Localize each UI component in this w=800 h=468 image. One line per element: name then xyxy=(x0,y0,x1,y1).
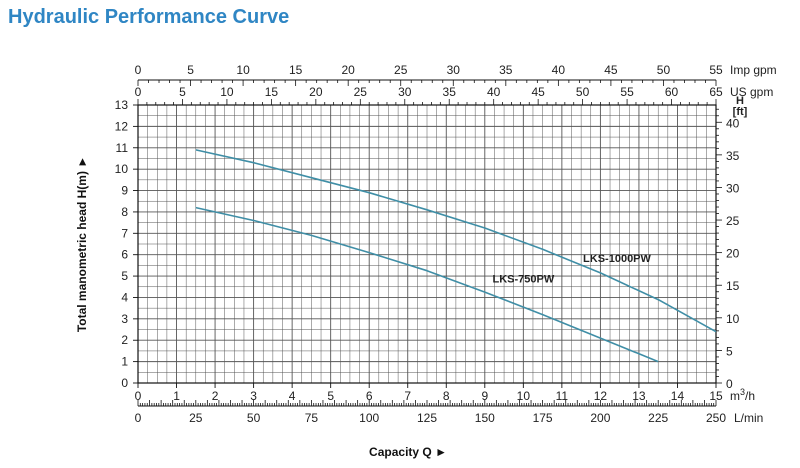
imp-gpm-axis-tick-label: 10 xyxy=(236,63,250,77)
ft-tick-label: 5 xyxy=(726,344,733,358)
series-label-lks-750pw: LKS-750PW xyxy=(493,273,555,285)
ft-tick-label: 20 xyxy=(726,247,740,261)
y-tick-label: 1 xyxy=(121,355,128,369)
lmin-axis-tick-label: 0 xyxy=(135,411,142,425)
imp-gpm-axis-tick-label: 15 xyxy=(289,63,303,77)
m3h-tick-label: 8 xyxy=(443,389,450,403)
m3h-tick-label: 2 xyxy=(212,389,219,403)
imp-gpm-axis-tick-label: 35 xyxy=(499,63,513,77)
m3h-tick-label: 6 xyxy=(366,389,373,403)
lmin-axis-tick-label: 75 xyxy=(305,411,319,425)
us-gpm-axis-tick-label: 50 xyxy=(576,85,590,99)
ft-tick-label: 10 xyxy=(726,312,740,326)
lmin-axis-tick-label: 50 xyxy=(247,411,261,425)
page-title: Hydraulic Performance Curve xyxy=(8,6,290,28)
us-gpm-axis-tick-label: 35 xyxy=(443,85,457,99)
m3h-tick-label: 15 xyxy=(709,389,723,403)
us-gpm-axis-tick-label: 0 xyxy=(135,85,142,99)
lmin-unit: L/min xyxy=(734,411,763,425)
m3h-tick-label: 12 xyxy=(594,389,608,403)
y-tick-label: 5 xyxy=(121,269,128,283)
m3h-tick-label: 4 xyxy=(289,389,296,403)
imp-gpm-axis-tick-label: 0 xyxy=(135,63,142,77)
ft-tick-label: 0 xyxy=(726,377,733,391)
us-gpm-axis-tick-label: 55 xyxy=(620,85,634,99)
imp-gpm-axis-tick-label: 30 xyxy=(447,63,461,77)
curves: LKS-1000PW LKS-750PW xyxy=(195,149,717,363)
y-axis-title: Total manometric head H(m) ► xyxy=(75,156,89,332)
lmin-axis-tick-label: 250 xyxy=(706,411,726,425)
imp-gpm-axis-tick-label: 5 xyxy=(187,63,194,77)
y-tick-label: 10 xyxy=(115,162,129,176)
lmin-axis-tick-label: 150 xyxy=(475,411,495,425)
us-gpm-axis-tick-label: 30 xyxy=(398,85,412,99)
us-gpm-axis-tick-label: 10 xyxy=(220,85,234,99)
us-gpm-axis-tick-label: 45 xyxy=(531,85,545,99)
y-tick-label: 12 xyxy=(115,119,129,133)
grid xyxy=(137,104,717,384)
lmin-axis-tick-label: 175 xyxy=(533,411,553,425)
ft-tick-label: 25 xyxy=(726,214,740,228)
imp-gpm-axis-tick-label: 40 xyxy=(552,63,566,77)
m3h-tick-label: 11 xyxy=(556,389,569,403)
imp-gpm-unit: Imp gpm xyxy=(730,63,777,77)
ft-unit-ft: [ft] xyxy=(733,106,748,118)
y-tick-label: 2 xyxy=(121,333,128,347)
ft-unit-h: H xyxy=(736,95,744,107)
ft-tick-label: 35 xyxy=(726,149,740,163)
ft-tick-label: 30 xyxy=(726,181,740,195)
ft-tick-label: 40 xyxy=(726,116,740,130)
lmin-axis-tick-label: 25 xyxy=(189,411,203,425)
m3h-unit: m3/h xyxy=(730,387,755,403)
curve-lks-750pw xyxy=(195,206,659,363)
imp-gpm-axis-tick-label: 50 xyxy=(657,63,671,77)
lmin-axis-tick-label: 225 xyxy=(648,411,668,425)
us-gpm-axis-tick-label: 65 xyxy=(709,85,723,99)
y-tick-label: 13 xyxy=(115,98,129,112)
y-tick-label: 4 xyxy=(121,290,128,304)
lmin-axis-tick-label: 100 xyxy=(359,411,379,425)
y-tick-label: 3 xyxy=(121,312,128,326)
m3h-tick-label: 5 xyxy=(327,389,334,403)
curve-lks-1000pw xyxy=(195,149,717,333)
series-label-lks-1000pw: LKS-1000PW xyxy=(583,253,651,265)
imp-gpm-axis-tick-label: 55 xyxy=(709,63,723,77)
imp-gpm-axis-tick-label: 20 xyxy=(342,63,356,77)
m3h-tick-label: 3 xyxy=(250,389,257,403)
us-gpm-axis-tick-label: 60 xyxy=(665,85,679,99)
x-axis-title: Capacity Q ► xyxy=(369,445,447,459)
y-tick-label: 11 xyxy=(116,141,129,155)
y-tick-label: 7 xyxy=(121,226,128,240)
us-gpm-axis-tick-label: 15 xyxy=(265,85,279,99)
axis-ticks xyxy=(133,79,722,407)
us-gpm-axis-tick-label: 25 xyxy=(354,85,368,99)
lmin-axis-tick-label: 125 xyxy=(417,411,437,425)
m3h-tick-label: 7 xyxy=(404,389,411,403)
m3h-tick-label: 0 xyxy=(135,389,142,403)
y-tick-label: 0 xyxy=(121,376,128,390)
m3h-tick-label: 14 xyxy=(671,389,685,403)
us-gpm-axis-tick-label: 40 xyxy=(487,85,501,99)
ft-tick-label: 15 xyxy=(726,279,740,293)
m3h-tick-label: 1 xyxy=(173,389,180,403)
us-gpm-axis-tick-label: 5 xyxy=(179,85,186,99)
axis-titles: Total manometric head H(m) ► Capacity Q ► xyxy=(75,156,447,459)
y-tick-label: 6 xyxy=(121,248,128,262)
m3h-tick-label: 10 xyxy=(517,389,531,403)
m3h-tick-label: 9 xyxy=(481,389,488,403)
us-gpm-unit: US gpm xyxy=(730,85,773,99)
y-tick-label: 8 xyxy=(121,205,128,219)
m3h-tick-label: 13 xyxy=(632,389,646,403)
imp-gpm-axis-tick-label: 25 xyxy=(394,63,408,77)
y-tick-label: 9 xyxy=(121,184,128,198)
us-gpm-axis-tick-label: 20 xyxy=(309,85,323,99)
lmin-axis-tick-label: 200 xyxy=(590,411,610,425)
imp-gpm-axis-tick-label: 45 xyxy=(604,63,618,77)
